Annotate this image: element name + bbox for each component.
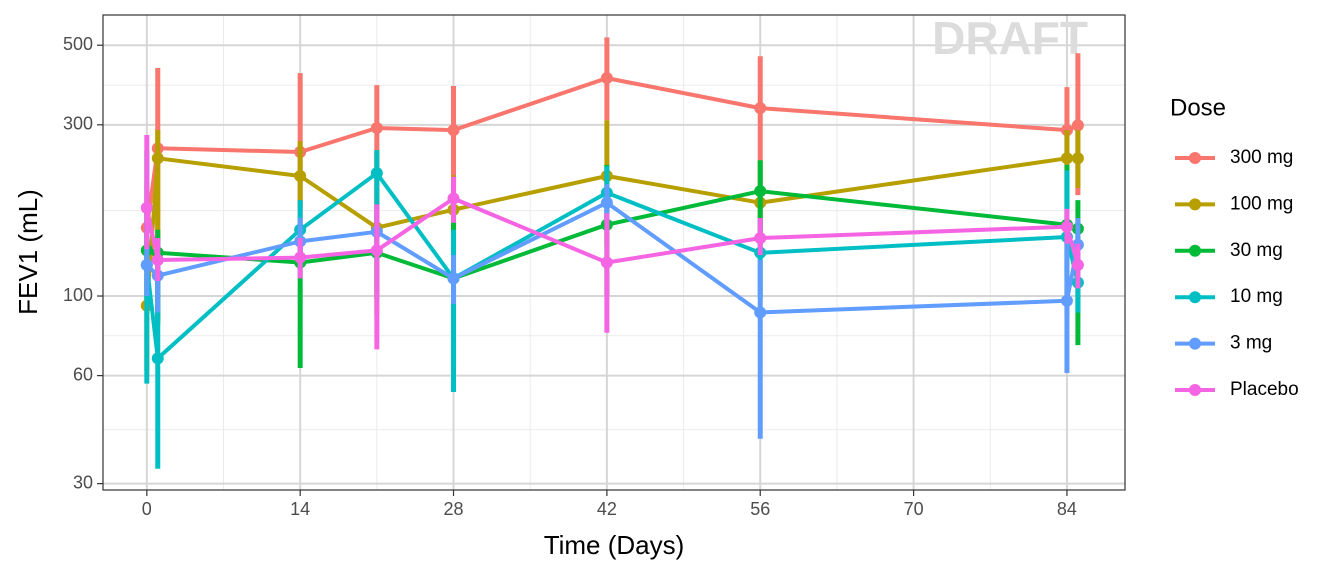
point — [447, 192, 460, 205]
y-tick-label: 500 — [63, 34, 93, 54]
legend-key-point — [1189, 291, 1201, 304]
point — [370, 121, 383, 134]
point — [600, 256, 613, 269]
legend-label: Placebo — [1230, 379, 1299, 400]
y-tick-label: 30 — [73, 472, 93, 492]
watermark: DRAFT — [932, 12, 1088, 64]
point — [151, 254, 164, 267]
y-tick-label: 100 — [63, 285, 93, 305]
panel-border — [102, 14, 1126, 491]
point — [370, 167, 383, 180]
point — [1071, 152, 1084, 165]
legend-key-point — [1189, 198, 1201, 211]
axes: 0 14 28 42 56 70 84 30 60 100 300 500 — [63, 34, 1077, 519]
point — [140, 201, 153, 214]
point — [140, 259, 153, 272]
legend-title: Dose — [1170, 94, 1226, 121]
legend-key-point — [1189, 337, 1201, 350]
point — [754, 185, 767, 198]
point — [600, 196, 613, 209]
point — [151, 152, 164, 165]
x-tick-label: 70 — [904, 499, 924, 519]
x-tick-label: 56 — [750, 499, 770, 519]
legend-label: 300 mg — [1230, 147, 1293, 168]
marks — [140, 37, 1084, 469]
legend-key-point — [1189, 152, 1201, 164]
point — [294, 170, 307, 183]
x-tick-label: 84 — [1057, 499, 1077, 519]
legend-label: 10 mg — [1230, 286, 1283, 307]
x-tick-label: 0 — [142, 499, 152, 519]
legend-key-point — [1189, 244, 1201, 257]
point — [1060, 220, 1073, 233]
legend-label: 3 mg — [1230, 333, 1272, 354]
point — [754, 232, 767, 245]
point — [600, 72, 613, 85]
point — [1060, 294, 1073, 307]
x-axis-label: Time (Days) — [544, 530, 685, 560]
point — [447, 124, 460, 137]
legend-key-point — [1189, 384, 1201, 396]
x-tick-label: 14 — [290, 499, 310, 519]
point — [151, 352, 164, 365]
y-tick-label: 60 — [73, 364, 93, 384]
point — [754, 102, 767, 115]
y-tick-label: 300 — [63, 114, 93, 134]
point — [754, 306, 767, 319]
point — [447, 272, 460, 285]
legend: 300 mg 100 mg 30 mg 10 mg 3 mg Placebo — [1175, 147, 1299, 400]
point — [294, 251, 307, 264]
y-axis-label: FEV1 (mL) — [13, 189, 43, 315]
point — [370, 244, 383, 257]
point — [1071, 119, 1084, 132]
x-tick-label: 42 — [597, 499, 617, 519]
x-tick-label: 28 — [444, 499, 464, 519]
legend-label: 100 mg — [1230, 193, 1293, 214]
point — [1060, 152, 1073, 165]
legend-label: 30 mg — [1230, 240, 1283, 261]
point — [1071, 259, 1084, 272]
